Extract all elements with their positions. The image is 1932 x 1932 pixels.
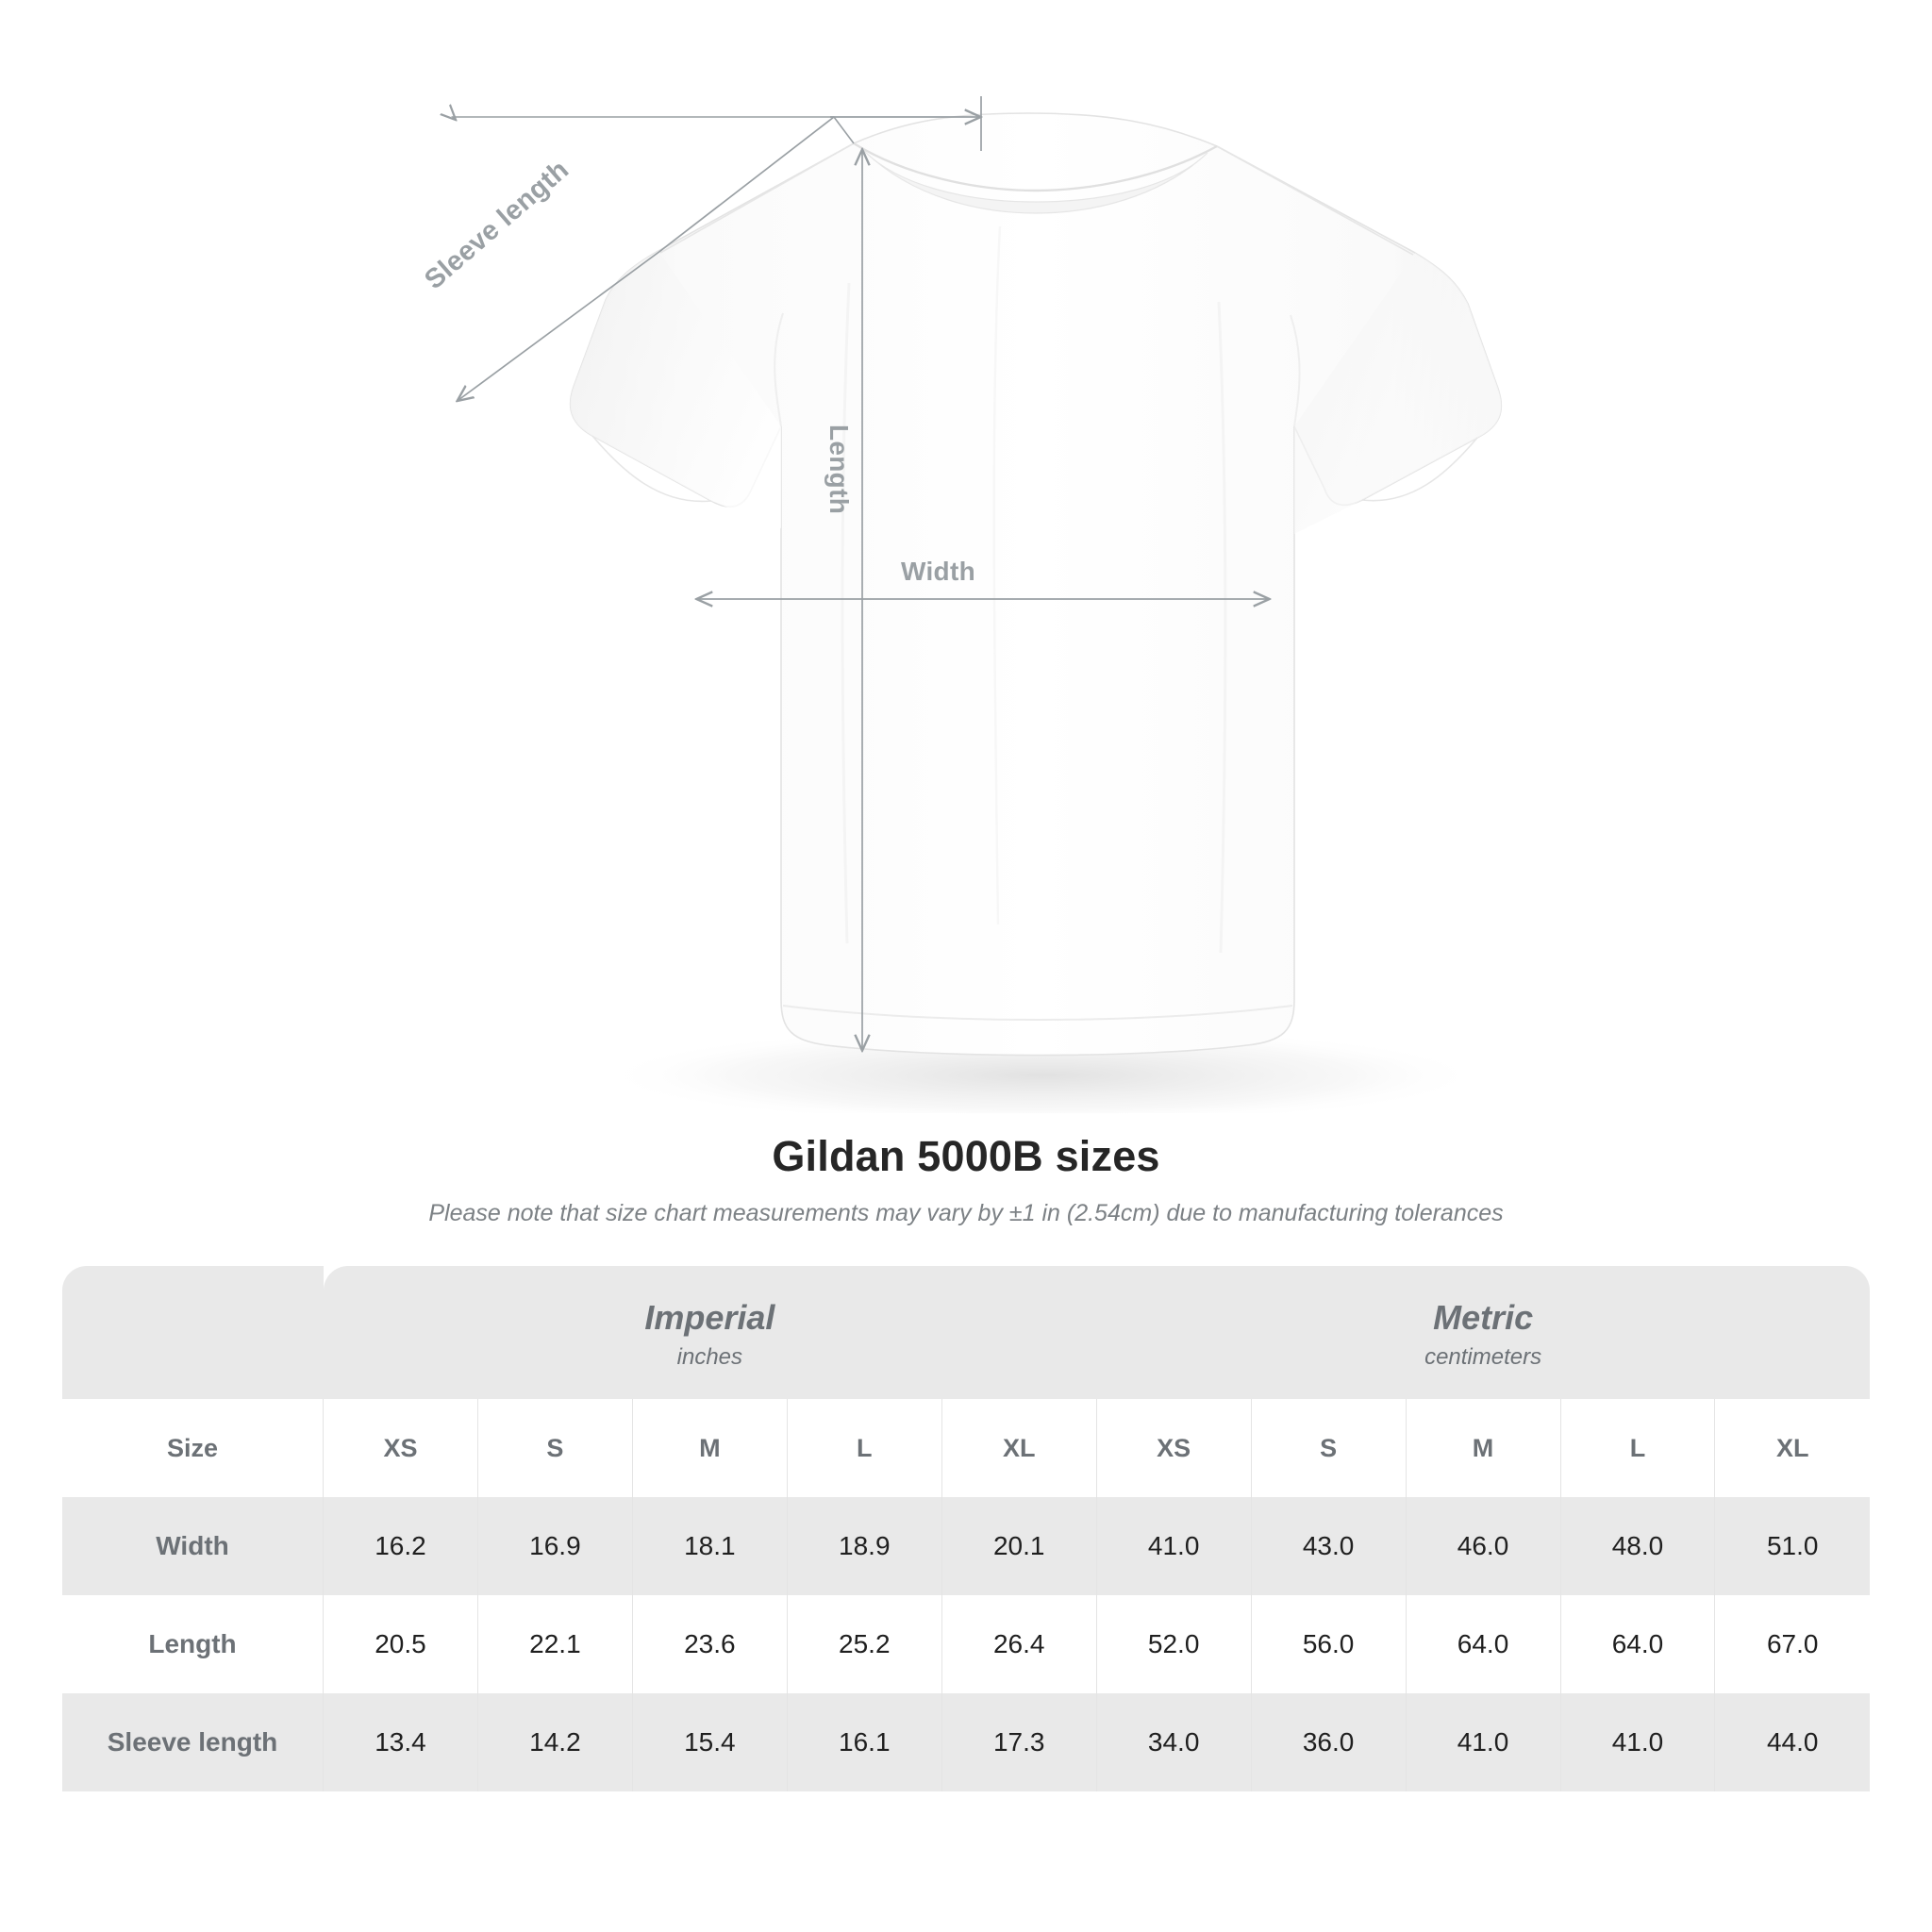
sleeve-diagonal-line	[458, 116, 835, 400]
cell-sleeve-imperial-m: 15.4	[632, 1693, 788, 1792]
size-header-label: Size	[62, 1399, 324, 1498]
shirt-drop-shadow	[599, 1026, 1486, 1113]
size-table-wrapper: Imperial inches Metric centimeters Size …	[62, 1266, 1870, 1792]
cell-length-metric-m: 64.0	[1406, 1595, 1561, 1694]
cell-width-metric-m: 46.0	[1406, 1497, 1561, 1596]
cell-width-metric-s: 43.0	[1251, 1497, 1407, 1596]
cell-width-imperial-xl: 20.1	[941, 1497, 1097, 1596]
unit-group-imperial: Imperial inches	[323, 1266, 1097, 1400]
cell-sleeve-imperial-xl: 17.3	[941, 1693, 1097, 1792]
row-label-width: Width	[62, 1497, 324, 1596]
cell-sleeve-metric-s: 36.0	[1251, 1693, 1407, 1792]
cell-width-imperial-s: 16.9	[477, 1497, 633, 1596]
cell-sleeve-imperial-xs: 13.4	[323, 1693, 478, 1792]
tolerance-note: Please note that size chart measurements…	[428, 1200, 1504, 1226]
table-row-sleeve-length: Sleeve length 13.4 14.2 15.4 16.1 17.3 3…	[62, 1693, 1870, 1792]
size-header-metric-xs: XS	[1096, 1399, 1252, 1498]
cell-width-imperial-m: 18.1	[632, 1497, 788, 1596]
cell-length-imperial-xl: 26.4	[941, 1595, 1097, 1694]
cell-length-imperial-l: 25.2	[787, 1595, 942, 1694]
size-header-metric-m: M	[1406, 1399, 1561, 1498]
cell-length-metric-l: 64.0	[1560, 1595, 1716, 1694]
unit-group-row: Imperial inches Metric centimeters	[62, 1266, 1870, 1400]
unit-group-metric-name: Metric	[1433, 1298, 1534, 1337]
cell-length-metric-s: 56.0	[1251, 1595, 1407, 1694]
cell-width-metric-l: 48.0	[1560, 1497, 1716, 1596]
unit-group-imperial-name: Imperial	[644, 1298, 775, 1337]
tshirt-shape	[569, 112, 1503, 1057]
size-header-metric-l: L	[1560, 1399, 1716, 1498]
size-header-imperial-s: S	[477, 1399, 633, 1498]
unit-group-metric-sub: centimeters	[1424, 1344, 1542, 1371]
tshirt-illustration: Sleeve length Length Width	[0, 96, 1503, 1113]
cell-sleeve-imperial-s: 14.2	[477, 1693, 633, 1792]
tshirt-svg	[0, 96, 1503, 1113]
width-annotation: Width	[901, 557, 975, 586]
cell-width-imperial-l: 18.9	[787, 1497, 942, 1596]
cell-length-metric-xl: 67.0	[1714, 1595, 1870, 1694]
cell-sleeve-metric-m: 41.0	[1406, 1693, 1561, 1792]
cell-sleeve-metric-xl: 44.0	[1714, 1693, 1870, 1792]
cell-sleeve-metric-l: 41.0	[1560, 1693, 1716, 1792]
table-row-length: Length 20.5 22.1 23.6 25.2 26.4 52.0 56.…	[62, 1595, 1870, 1694]
sleeve-top-tick	[453, 117, 855, 144]
size-header-imperial-xs: XS	[323, 1399, 478, 1498]
size-header-imperial-m: M	[632, 1399, 788, 1498]
cell-length-imperial-s: 22.1	[477, 1595, 633, 1694]
cell-width-metric-xs: 41.0	[1096, 1497, 1252, 1596]
size-header-row: Size XS S M L XL XS S M L XL	[62, 1399, 1870, 1498]
page-title: Gildan 5000B sizes	[772, 1132, 1160, 1180]
length-annotation: Length	[824, 425, 854, 515]
unit-group-metric: Metric centimeters	[1096, 1266, 1870, 1400]
table-row-width: Width 16.2 16.9 18.1 18.9 20.1 41.0 43.0…	[62, 1497, 1870, 1596]
size-header-imperial-l: L	[787, 1399, 942, 1498]
cell-sleeve-imperial-l: 16.1	[787, 1693, 942, 1792]
row-label-sleeve-length: Sleeve length	[62, 1693, 324, 1792]
cell-width-imperial-xs: 16.2	[323, 1497, 478, 1596]
cell-width-metric-xl: 51.0	[1714, 1497, 1870, 1596]
cell-length-metric-xs: 52.0	[1096, 1595, 1252, 1694]
cell-length-imperial-xs: 20.5	[323, 1595, 478, 1694]
size-header-metric-s: S	[1251, 1399, 1407, 1498]
size-header-metric-xl: XL	[1714, 1399, 1870, 1498]
size-table: Imperial inches Metric centimeters Size …	[62, 1266, 1870, 1792]
measurement-guides	[453, 96, 1268, 1049]
size-header-imperial-xl: XL	[941, 1399, 1097, 1498]
row-label-length: Length	[62, 1595, 324, 1694]
unit-spacer-cell	[62, 1266, 324, 1400]
unit-group-imperial-sub: inches	[676, 1344, 743, 1371]
cell-sleeve-metric-xs: 34.0	[1096, 1693, 1252, 1792]
cell-length-imperial-m: 23.6	[632, 1595, 788, 1694]
